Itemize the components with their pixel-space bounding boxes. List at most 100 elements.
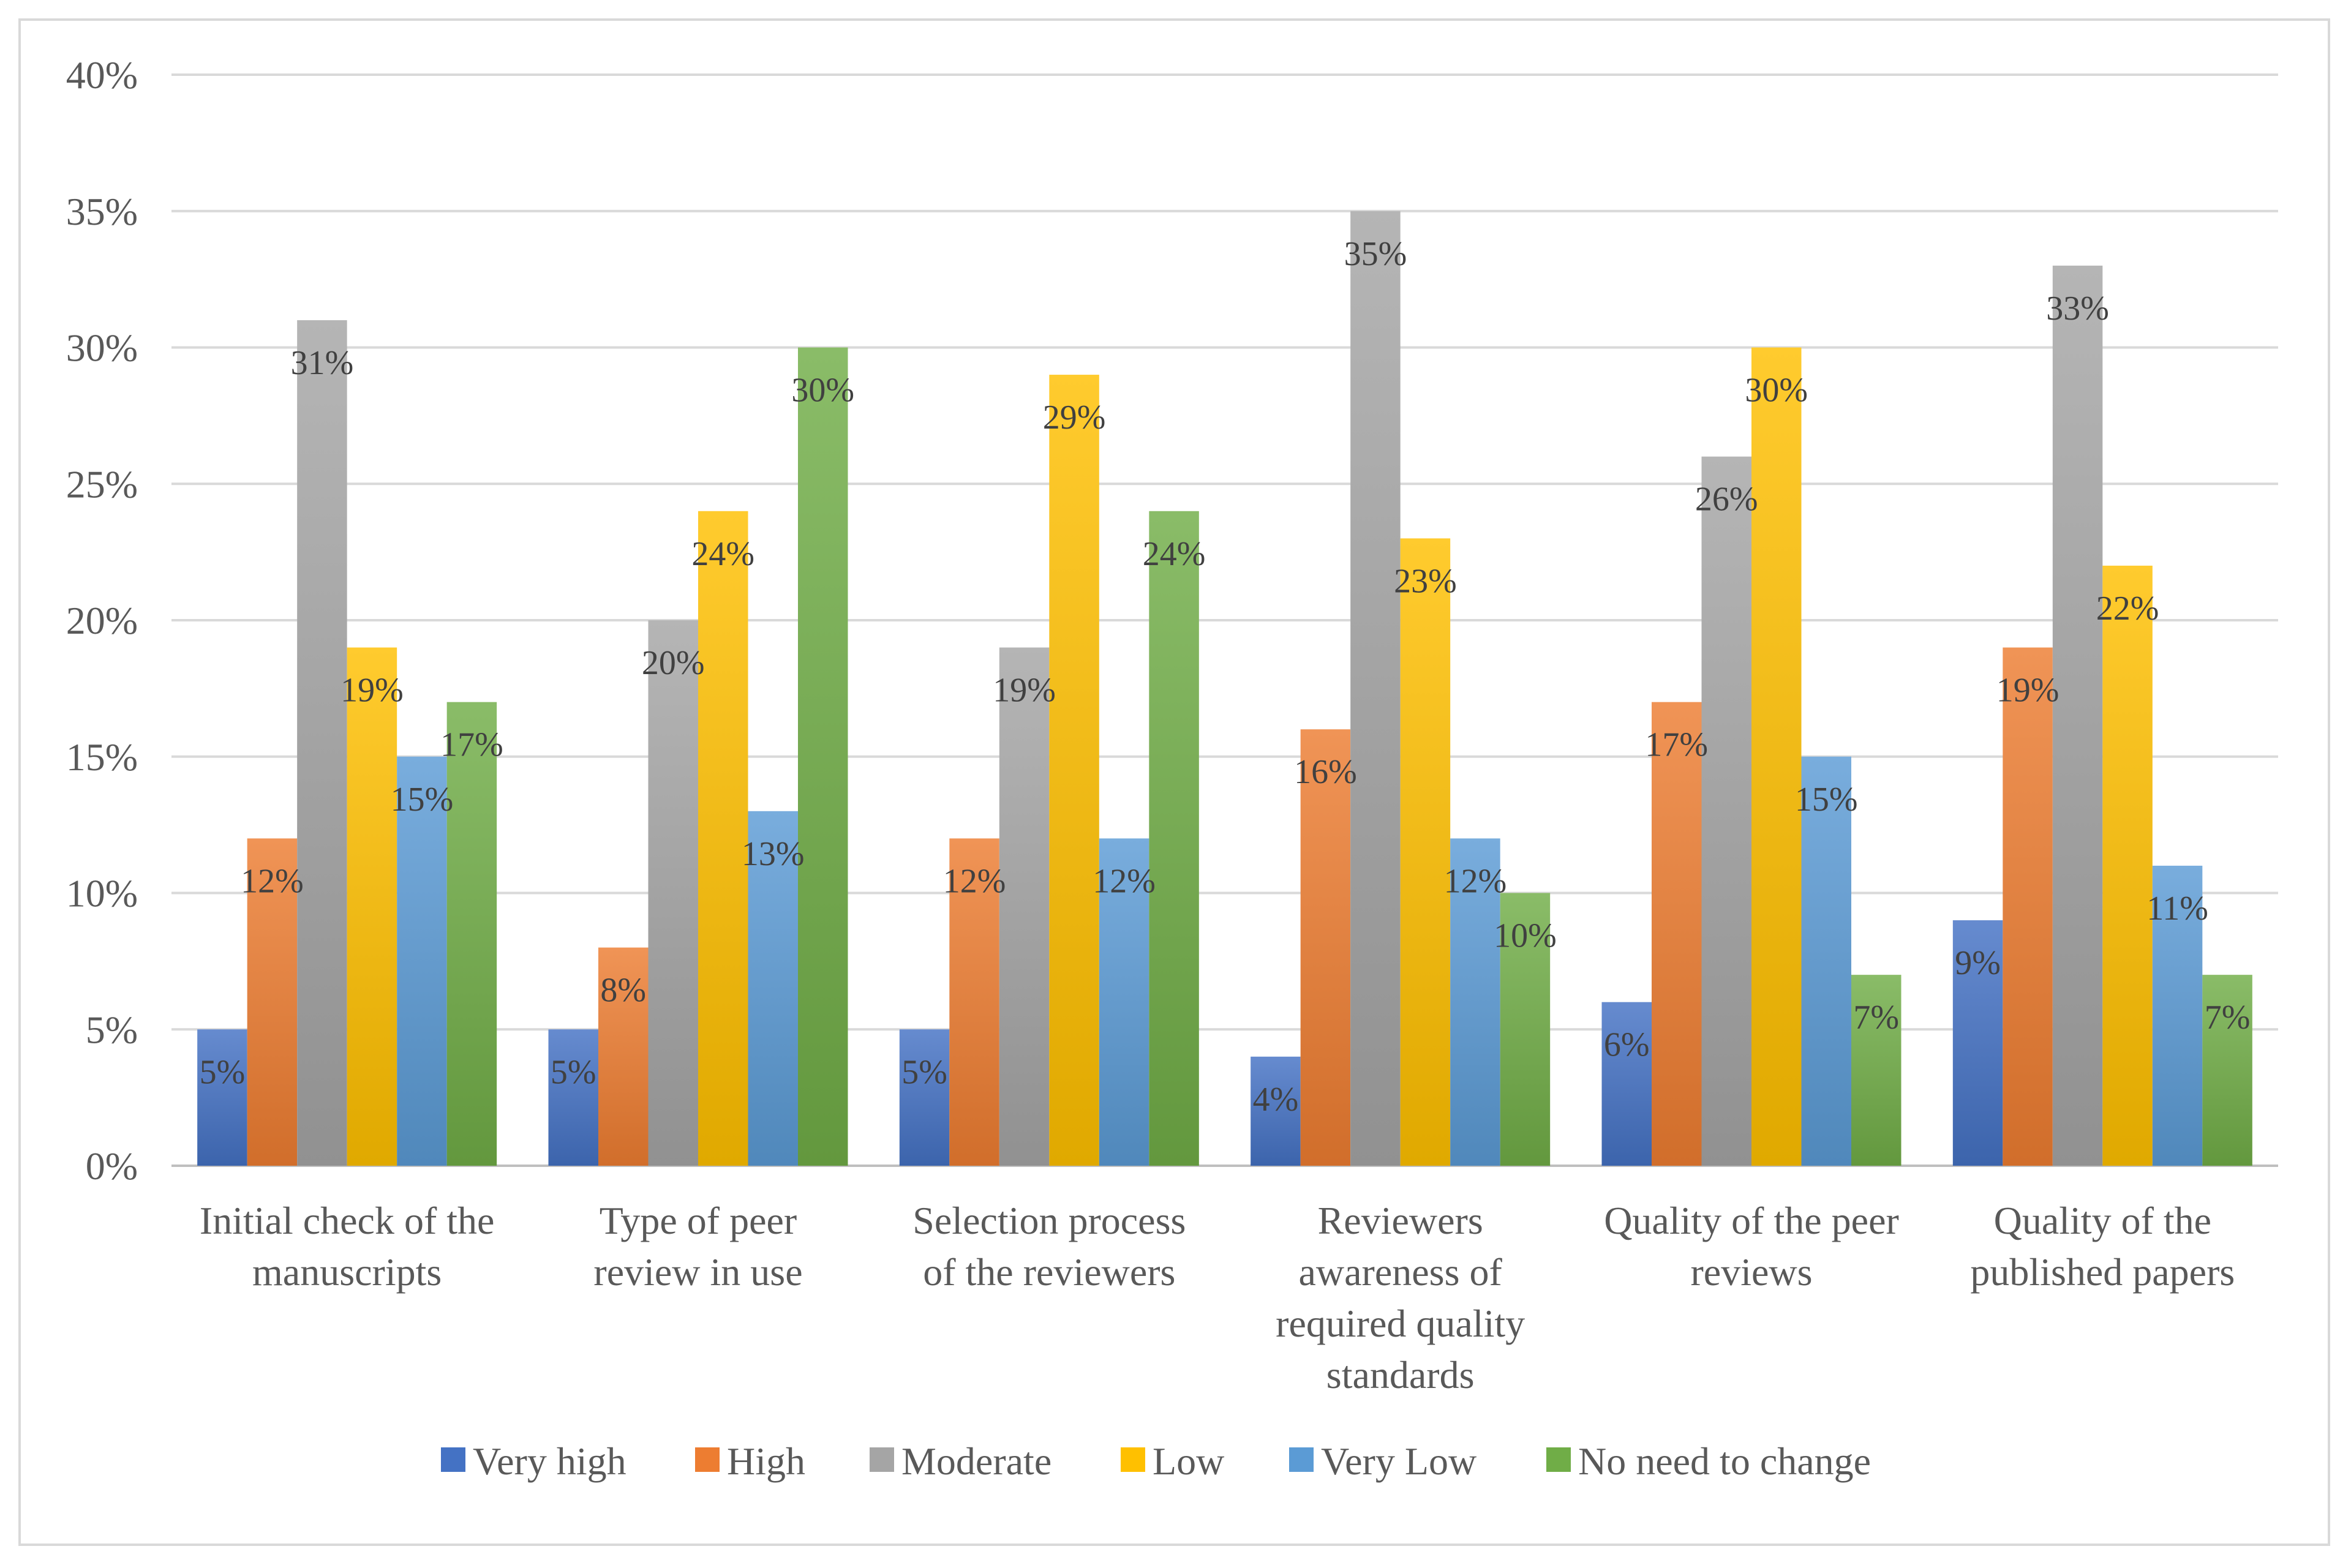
bar (899, 1029, 950, 1166)
bar (1450, 838, 1500, 1166)
data-label: 24% (691, 535, 754, 573)
legend-swatch (1546, 1447, 1571, 1472)
legend-swatch (1121, 1447, 1145, 1472)
data-label: 15% (391, 781, 454, 819)
data-label: 30% (1745, 372, 1808, 410)
data-label: 12% (943, 862, 1006, 900)
legend: Very high High Moderate Low Very Low No need … (441, 1439, 1871, 1483)
data-label: 5% (200, 1053, 246, 1091)
y-tick-label: 20% (66, 599, 138, 642)
bar (1350, 211, 1401, 1166)
bar (397, 756, 447, 1166)
data-label: 10% (1494, 917, 1557, 955)
bar (1851, 975, 1901, 1166)
legend-item: Low (1121, 1439, 1224, 1483)
bar (347, 647, 397, 1166)
bar (1500, 893, 1551, 1166)
data-label: 7% (1853, 999, 1899, 1037)
bar (2052, 265, 2103, 1166)
data-label: 6% (1604, 1026, 1650, 1064)
bar (748, 811, 798, 1166)
x-tick-label: Type of peer review in use (593, 1199, 802, 1294)
legend-item: Very high (441, 1439, 626, 1483)
y-tick-label: 40% (66, 53, 138, 97)
data-label: 9% (1955, 944, 2001, 982)
legend-label: Very Low (1321, 1439, 1476, 1483)
bar (999, 647, 1050, 1166)
bar (1652, 702, 1702, 1166)
x-tick-label: Quality of the published papers (1970, 1199, 2235, 1294)
legend-item: Moderate (870, 1439, 1051, 1483)
legend-swatch (695, 1447, 720, 1472)
data-label: 31% (291, 344, 354, 382)
data-label: 26% (1695, 481, 1758, 519)
data-label: 30% (791, 372, 854, 410)
bar (598, 947, 649, 1166)
y-tick-label: 25% (66, 462, 138, 506)
data-label: 13% (742, 835, 805, 873)
legend-label: Low (1153, 1439, 1224, 1483)
bar (197, 1029, 247, 1166)
bar (1099, 838, 1149, 1166)
legend-swatch (1289, 1447, 1314, 1472)
y-axis-labels: 0% 5% 10% 15% 20% 25% 30% 35% 40% (66, 53, 138, 1188)
y-tick-label: 5% (86, 1008, 138, 1051)
bar (1801, 756, 1851, 1166)
bar (297, 320, 347, 1166)
data-label: 4% (1253, 1081, 1299, 1119)
x-tick-label: Reviewers awareness of required quality sta… (1276, 1199, 1525, 1397)
data-label: 5% (551, 1053, 596, 1091)
x-axis-labels: Initial check of the manuscripts Type of p… (200, 1199, 2235, 1397)
bar (698, 511, 748, 1166)
data-label: 29% (1043, 399, 1106, 437)
bar (1400, 538, 1451, 1166)
x-tick-label: Quality of the peer reviews (1604, 1199, 1899, 1294)
y-tick-label: 30% (66, 326, 138, 370)
data-labels: 5% 12% 31% 19% 15% 17% 5% 8% 20% 24% 13% 30% 5% 12% 19… (200, 235, 2251, 1119)
x-tick-label: Initial check of the manuscripts (200, 1199, 495, 1294)
data-label: 22% (2096, 590, 2159, 628)
bar (2202, 975, 2252, 1166)
bars (197, 211, 2252, 1166)
data-label: 12% (1093, 862, 1156, 900)
y-tick-label: 15% (66, 735, 138, 779)
bar (1701, 456, 1751, 1166)
data-label: 23% (1394, 562, 1457, 600)
legend-label: Moderate (901, 1439, 1051, 1483)
data-label: 11% (2146, 890, 2208, 928)
data-label: 8% (600, 972, 646, 1010)
x-tick-label: Selection process of the reviewers (912, 1199, 1186, 1294)
data-label: 12% (241, 862, 304, 900)
data-label: 7% (2205, 999, 2251, 1037)
data-label: 17% (1645, 726, 1708, 764)
bar (2003, 647, 2053, 1166)
y-tick-label: 10% (66, 872, 138, 915)
bar (2152, 865, 2203, 1166)
y-tick-label: 0% (86, 1144, 138, 1188)
bar (548, 1029, 598, 1166)
bar (949, 838, 999, 1166)
data-label: 24% (1143, 535, 1206, 573)
data-label: 35% (1344, 235, 1407, 273)
bar (446, 702, 497, 1166)
legend-item: Very Low (1289, 1439, 1476, 1483)
legend-label: High (727, 1439, 805, 1483)
data-label: 33% (2046, 290, 2109, 328)
legend-label: No need to change (1578, 1439, 1871, 1483)
bar (2102, 565, 2153, 1166)
gridlines (171, 73, 2278, 1167)
bar (648, 620, 698, 1166)
data-label: 19% (993, 672, 1056, 710)
legend-swatch (870, 1447, 894, 1472)
bar (1251, 1056, 1301, 1166)
bar (247, 838, 298, 1166)
data-label: 16% (1294, 753, 1357, 791)
data-label: 19% (1996, 672, 2059, 710)
y-tick-label: 35% (66, 190, 138, 233)
legend-swatch (441, 1447, 465, 1472)
bar (1300, 729, 1351, 1166)
data-label: 5% (901, 1053, 947, 1091)
data-label: 20% (642, 644, 705, 682)
bar (1952, 920, 2003, 1166)
bar (1601, 1002, 1652, 1166)
